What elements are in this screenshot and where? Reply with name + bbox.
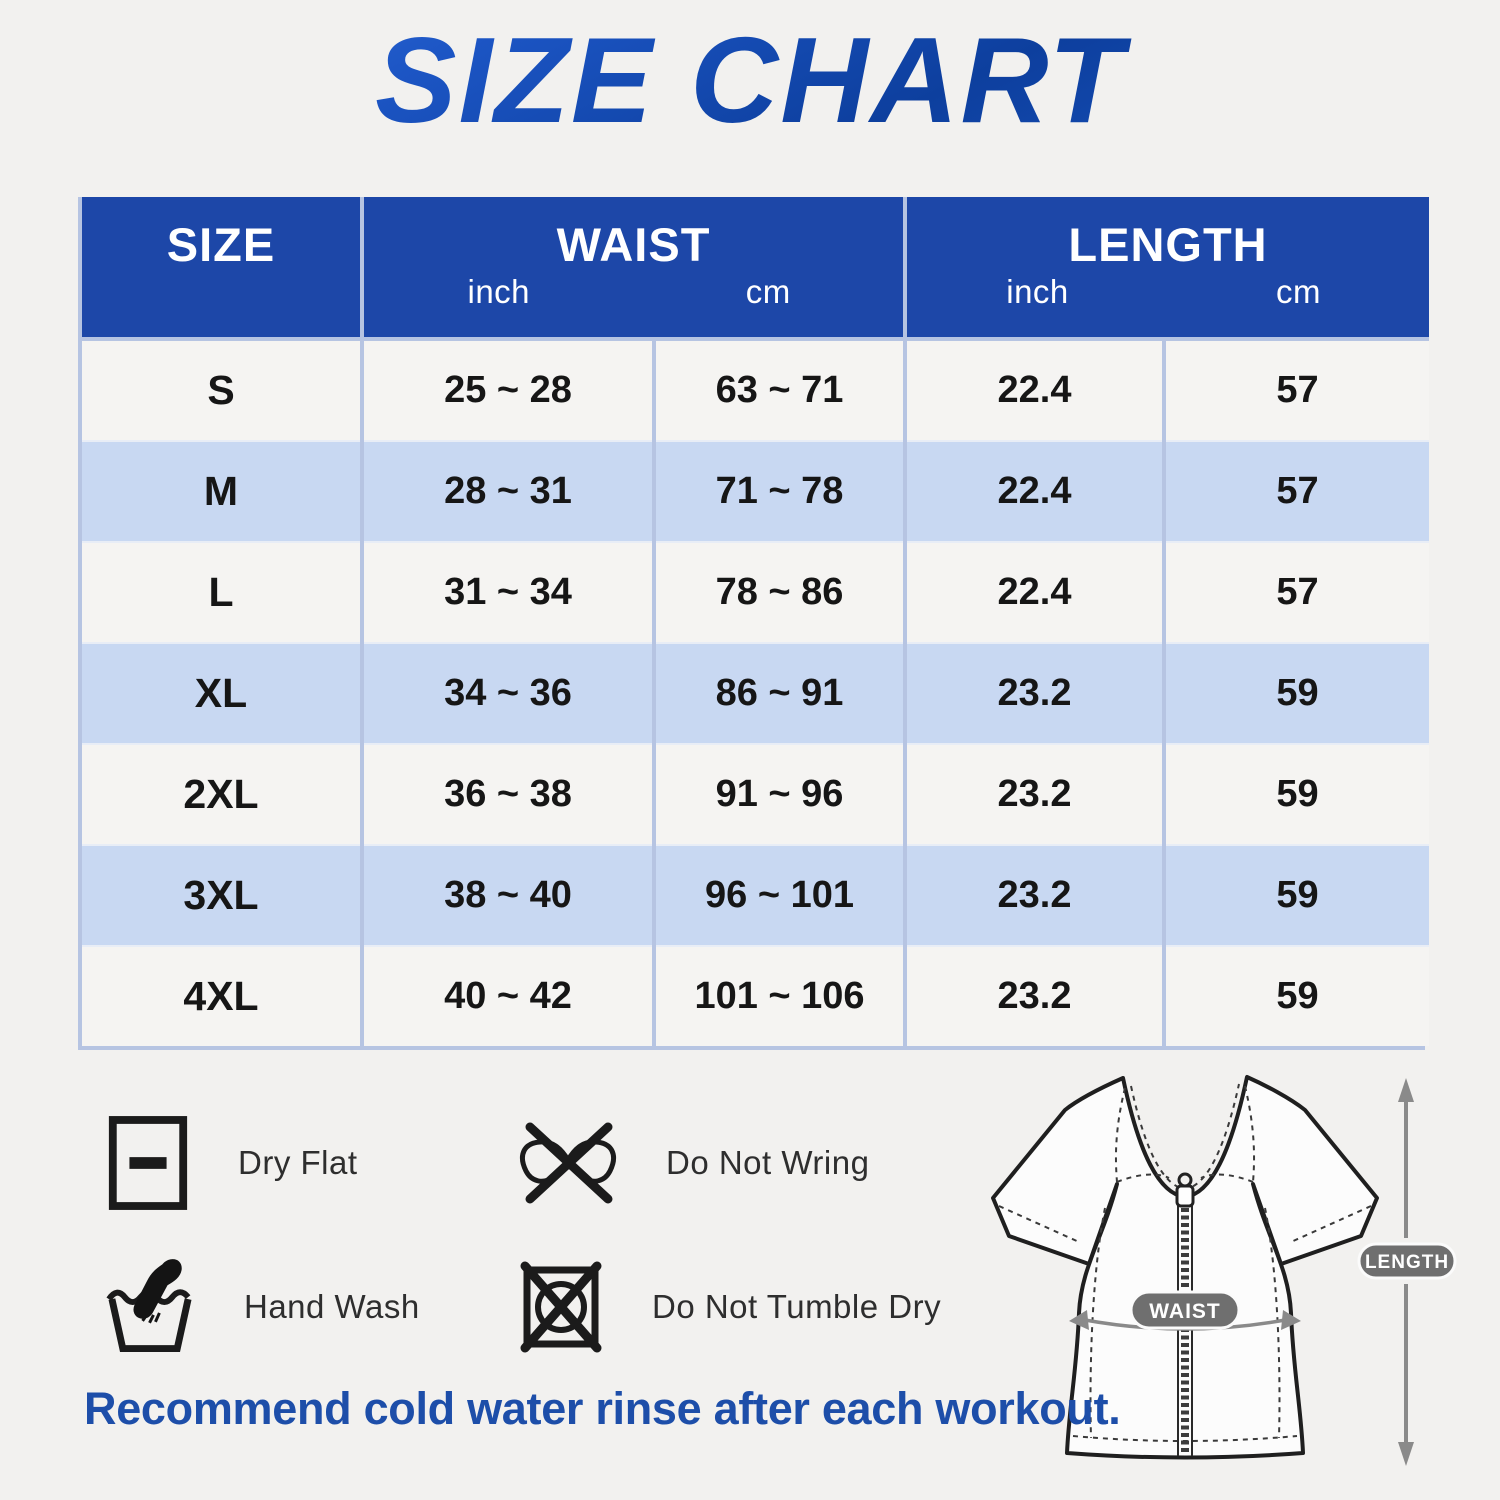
- seam-lines: [998, 1083, 1372, 1442]
- cell-length-cm: 59: [1164, 744, 1430, 846]
- cell-length-inch: 23.2: [905, 643, 1167, 745]
- garment-outline: [991, 1075, 1379, 1460]
- header-waist-label: WAIST: [556, 218, 711, 272]
- waist-badge: WAIST: [1129, 1290, 1241, 1330]
- page-title: SIZE CHART: [0, 10, 1500, 150]
- table-row-s: S 25 ~ 28 63 ~ 71 22.4 57: [82, 339, 1430, 442]
- care-item-do-not-tumble-dry: Do Not Tumble Dry: [516, 1256, 984, 1358]
- care-item-dry-flat: Dry Flat: [104, 1112, 516, 1214]
- cell-waist-inch: 28 ~ 31: [362, 441, 656, 543]
- care-label: Dry Flat: [238, 1144, 358, 1181]
- cell-waist-cm: 63 ~ 71: [654, 339, 908, 442]
- cell-size: M: [82, 441, 364, 543]
- table-row-m: M 28 ~ 31 71 ~ 78 22.4 57: [82, 441, 1430, 543]
- table-row-xl: XL 34 ~ 36 86 ~ 91 23.2 59: [82, 643, 1430, 745]
- waist-badge-label: WAIST: [1149, 1300, 1221, 1323]
- cell-size: 4XL: [82, 946, 364, 1046]
- cell-waist-inch: 38 ~ 40: [362, 845, 656, 947]
- length-badge-label: LENGTH: [1365, 1252, 1449, 1273]
- cell-size: L: [82, 542, 364, 644]
- cell-waist-inch: 31 ~ 34: [362, 542, 656, 644]
- footer-note: Recommend cold water rinse after each wo…: [84, 1383, 1121, 1434]
- cell-waist-cm: 71 ~ 78: [654, 441, 908, 543]
- care-label: Hand Wash: [244, 1288, 420, 1325]
- table-row-3xl: 3XL 38 ~ 40 96 ~ 101 23.2 59: [82, 845, 1430, 947]
- header-length: LENGTH inch cm: [905, 197, 1430, 341]
- cell-size: S: [82, 339, 364, 442]
- cell-length-cm: 57: [1164, 542, 1430, 644]
- cell-size: XL: [82, 643, 364, 745]
- cell-length-cm: 57: [1164, 339, 1430, 442]
- header-length-cm: cm: [1276, 272, 1322, 310]
- cell-length-inch: 23.2: [905, 744, 1167, 846]
- cell-waist-cm: 96 ~ 101: [654, 845, 908, 947]
- table-row-4xl: 4XL 40 ~ 42 101 ~ 106 23.2 59: [82, 946, 1430, 1046]
- length-arrow: [1398, 1078, 1414, 1466]
- size-table: SIZE WAIST inch cm: [82, 197, 1430, 1046]
- cell-waist-inch: 25 ~ 28: [362, 339, 656, 442]
- header-length-inch: inch: [1006, 272, 1069, 310]
- cell-length-inch: 22.4: [905, 339, 1167, 442]
- hand-wash-icon: [106, 1259, 192, 1353]
- header-size: SIZE: [82, 197, 364, 341]
- header-size-label: SIZE: [166, 218, 276, 272]
- cell-length-inch: 23.2: [905, 946, 1167, 1046]
- cell-length-inch: 22.4: [905, 542, 1167, 644]
- header-waist-cm: cm: [745, 272, 791, 310]
- header-waist: WAIST inch cm: [362, 197, 908, 341]
- cell-waist-cm: 101 ~ 106: [654, 946, 908, 1046]
- cell-waist-cm: 86 ~ 91: [654, 643, 908, 745]
- garment-diagram: WAIST LENGTH: [991, 1075, 1457, 1466]
- size-table-header: SIZE WAIST inch cm: [82, 197, 1430, 341]
- table-row-2xl: 2XL 36 ~ 38 91 ~ 96 23.2 59: [82, 744, 1430, 846]
- size-table-body: S 25 ~ 28 63 ~ 71 22.4 57 M 28 ~ 31 71 ~…: [82, 339, 1430, 1046]
- care-label: Do Not Wring: [666, 1144, 870, 1181]
- do-not-tumble-dry-icon: [520, 1261, 602, 1353]
- cell-waist-inch: 40 ~ 42: [362, 946, 656, 1046]
- dry-flat-icon: [108, 1116, 188, 1210]
- length-badge: LENGTH: [1357, 1242, 1457, 1280]
- cell-length-cm: 59: [1164, 845, 1430, 947]
- cell-waist-inch: 34 ~ 36: [362, 643, 656, 745]
- size-table-container: SIZE WAIST inch cm: [78, 197, 1430, 1050]
- cell-waist-cm: 78 ~ 86: [654, 542, 908, 644]
- cell-waist-inch: 36 ~ 38: [362, 744, 656, 846]
- header-waist-inch: inch: [467, 272, 531, 310]
- care-instructions: Dry Flat Do Not Wring Hand Wash: [104, 1112, 984, 1358]
- cell-length-cm: 59: [1164, 946, 1430, 1046]
- cell-size: 3XL: [82, 845, 364, 947]
- table-row-l: L 31 ~ 34 78 ~ 86 22.4 57: [82, 542, 1430, 644]
- cell-length-cm: 59: [1164, 643, 1430, 745]
- cell-length-cm: 57: [1164, 441, 1430, 543]
- care-item-hand-wash: Hand Wash: [104, 1256, 516, 1358]
- cell-length-inch: 23.2: [905, 845, 1167, 947]
- care-label: Do Not Tumble Dry: [652, 1288, 942, 1325]
- cell-waist-cm: 91 ~ 96: [654, 744, 908, 846]
- do-not-wring-icon: [520, 1122, 616, 1204]
- cell-length-inch: 22.4: [905, 441, 1167, 543]
- header-length-label: LENGTH: [1068, 218, 1268, 272]
- care-item-do-not-wring: Do Not Wring: [516, 1112, 984, 1214]
- cell-size: 2XL: [82, 744, 364, 846]
